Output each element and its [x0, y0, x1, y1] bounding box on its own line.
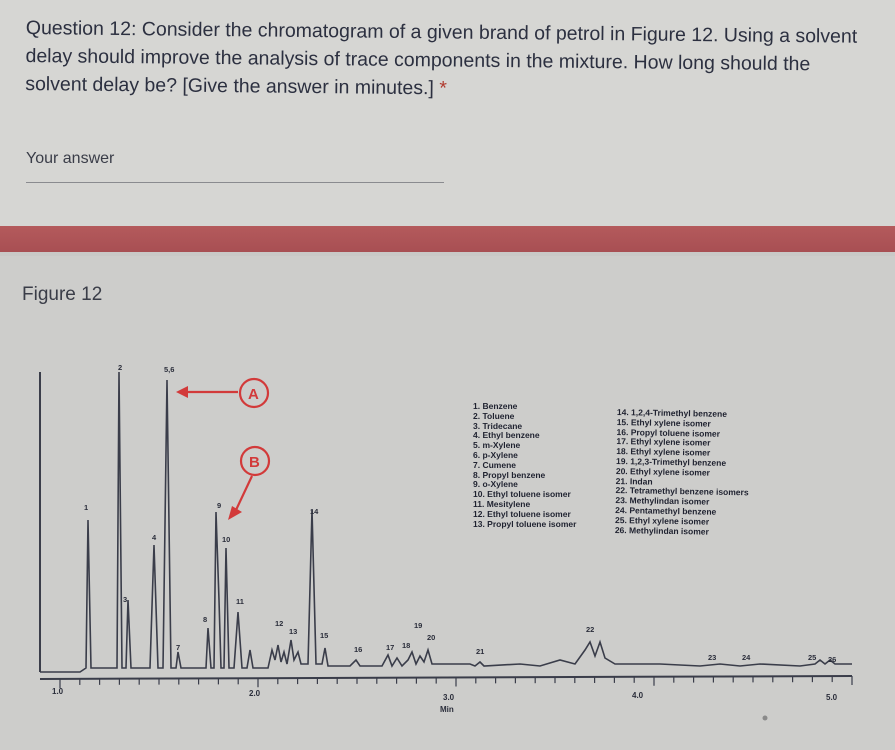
peak-label: 20: [427, 633, 435, 642]
legend-item: 2. Toluene: [473, 410, 515, 421]
callout-a-arrowhead: [176, 386, 188, 398]
callout-b-label: B: [249, 454, 260, 471]
peak-label: 1: [84, 503, 88, 512]
peak-label: 5,6: [164, 365, 174, 374]
peak-label: 23: [708, 653, 716, 662]
peak-label: 7: [176, 643, 180, 652]
dust-dot: [762, 715, 768, 721]
callout-b: B: [228, 445, 271, 520]
legend-right: 14. 1,2,4-Trimethyl benzene 15. Ethyl xy…: [615, 407, 750, 538]
legend-item: 11. Mesitylene: [473, 498, 531, 509]
chromatogram-trace: [40, 371, 852, 673]
x-axis-ticks: [59, 676, 853, 688]
callout-a-circle: [238, 377, 270, 409]
section-divider: [0, 226, 895, 252]
legend-item: 4. Ethyl benzene: [473, 430, 540, 441]
callout-b-arrowhead: [228, 506, 242, 520]
legend-item: 3. Tridecane: [473, 420, 523, 431]
legend-item: 9. o-Xylene: [473, 479, 518, 490]
peak-label: 24: [742, 653, 751, 662]
x-tick-label: 4.0: [632, 691, 644, 700]
legend-item: 7. Cumene: [473, 459, 516, 470]
answer-input[interactable]: [26, 182, 444, 183]
legend-item: 10. Ethyl toluene isomer: [473, 489, 571, 500]
answer-label: Your answer: [26, 150, 115, 167]
peak-label: 16: [354, 645, 362, 654]
callout-b-arrow-line: [235, 475, 253, 511]
peak-label: 8: [203, 615, 207, 624]
x-axis-line: [39, 675, 853, 680]
peak-label: 14: [310, 507, 319, 516]
callout-b-circle: [239, 445, 271, 477]
peak-label: 15: [320, 631, 328, 640]
peak-label: 3: [123, 595, 127, 604]
legend-item: 8. Propyl benzene: [473, 469, 546, 480]
legend-item: 1. Benzene: [473, 401, 518, 411]
x-tick-label: 2.0: [249, 689, 261, 698]
peak-label: 25: [808, 653, 816, 662]
x-tick-label: 1.0: [52, 687, 64, 696]
legend-left: 1. Benzene 2. Toluene 3. Tridecane 4. Et…: [473, 401, 577, 529]
x-tick-label: 5.0: [826, 693, 838, 702]
peak-label: 18: [402, 641, 410, 650]
peak-label: 2: [118, 363, 122, 372]
callout-a-label: A: [248, 386, 259, 403]
legend-item: 13. Propyl toluene isomer: [473, 518, 577, 529]
peak-label: 4: [152, 533, 157, 542]
peak-label: 17: [386, 643, 394, 652]
x-axis-labels: 1.0 2.0 3.0 Min 4.0 5.0: [52, 687, 838, 714]
peak-labels: 1 2 3 4 5,6 7 8 9 10 11 12 13 14 15 16 1…: [84, 363, 836, 664]
peak-label: 11: [236, 597, 244, 606]
peak-label: 26: [828, 655, 836, 664]
peak-label: 21: [476, 647, 484, 656]
peak-label: 19: [414, 621, 422, 630]
figure-title: Figure 12: [22, 284, 103, 305]
peak-label: 13: [289, 627, 297, 636]
peak-label: 10: [222, 535, 230, 544]
peak-label: 9: [217, 501, 221, 510]
legend-item: 5. m-Xylene: [473, 440, 521, 451]
question-card: Question 12: Consider the chromatogram o…: [0, 0, 895, 232]
x-tick-label: 3.0: [443, 693, 455, 702]
legend-item: 6. p-Xylene: [473, 449, 518, 460]
callout-a: A: [176, 377, 270, 409]
legend-item: 12. Ethyl toluene isomer: [473, 508, 571, 519]
peak-label: 12: [275, 619, 283, 628]
x-axis-unit: Min: [440, 705, 454, 714]
peak-label: 22: [586, 625, 594, 634]
